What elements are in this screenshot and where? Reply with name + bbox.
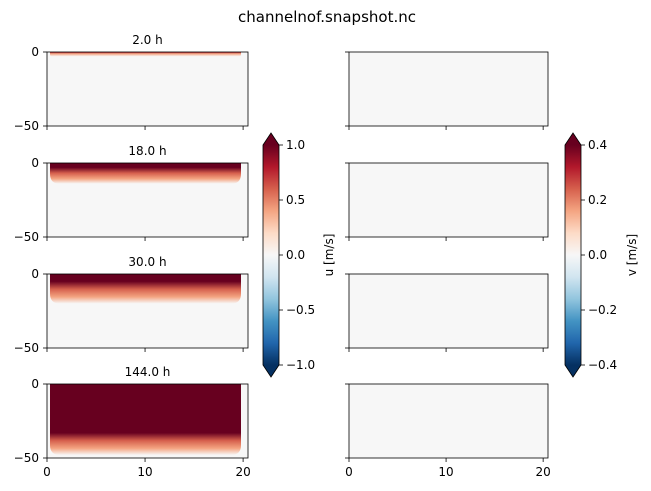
panel-title: 2.0 h (132, 33, 163, 47)
right-panel-2-frame (348, 273, 549, 349)
v-velocity-field (349, 163, 548, 237)
colorbar-tick-label: −0.2 (588, 303, 617, 317)
colorbar-v-gradient (565, 145, 581, 365)
colorbar-u-bottom-extend (263, 365, 279, 377)
y-tick-label: −50 (14, 451, 39, 465)
left-panel-3: 144.0 h 0 10 20 0 −50 (14, 365, 251, 479)
left-panel-1-frame (46, 162, 249, 238)
u-velocity-field (50, 52, 241, 57)
x-tick-label: 10 (438, 465, 453, 479)
colorbar-v-ticks: 0.4 0.2 0.0 −0.2 −0.4 (581, 138, 617, 372)
colorbar-tick-label: 0.4 (588, 138, 607, 152)
colorbar-tick-label: −1.0 (286, 358, 315, 372)
right-panel-2 (345, 273, 549, 352)
left-panel-3-frame (46, 383, 249, 459)
x-tick-label: 0 (43, 465, 51, 479)
left-panel-1: 18.0 h 0 −50 (14, 144, 249, 244)
y-tick-label: 0 (31, 45, 39, 59)
colorbar-v-top-extend (565, 133, 581, 145)
y-tick-label: −50 (14, 341, 39, 355)
colorbar-tick-label: 0.0 (286, 248, 305, 262)
panel-title: 30.0 h (128, 255, 166, 269)
colorbar-v: 0.4 0.2 0.0 −0.2 −0.4 v [m/s] (564, 132, 639, 378)
x-tick-label: 20 (235, 465, 250, 479)
y-tick-label: −50 (14, 230, 39, 244)
colorbar-tick-label: −0.4 (588, 358, 617, 372)
u-velocity-field (50, 163, 241, 184)
left-panel-0-frame (46, 51, 249, 127)
left-panel-0: 2.0 h 0 −50 (14, 33, 249, 133)
colorbar-v-bottom-extend (565, 365, 581, 377)
y-tick-label: −50 (14, 119, 39, 133)
colorbar-tick-label: 0.0 (588, 248, 607, 262)
x-tick-label: 20 (536, 465, 551, 479)
panel-background (47, 52, 248, 126)
x-tick-label: 10 (137, 465, 152, 479)
v-velocity-field (349, 384, 548, 458)
left-panel-2-frame (46, 273, 249, 349)
u-velocity-field (50, 384, 241, 456)
left-panel-2: 30.0 h 0 −50 (14, 255, 249, 355)
panel-title: 144.0 h (125, 365, 171, 379)
right-panel-0 (345, 51, 549, 130)
colorbar-tick-label: 1.0 (286, 138, 305, 152)
right-panel-3-frame (348, 383, 549, 459)
colorbar-tick-label: 0.5 (286, 193, 305, 207)
right-panel-1 (345, 162, 549, 241)
colorbar-tick-label: 0.2 (588, 193, 607, 207)
colorbar-v-label: v [m/s] (625, 234, 639, 276)
right-panel-3: 0 10 20 (345, 383, 551, 479)
u-velocity-field (50, 274, 241, 304)
colorbar-u-ticks: 1.0 0.5 0.0 −0.5 −1.0 (279, 138, 315, 372)
y-tick-label: 0 (31, 267, 39, 281)
right-panel-1-frame (348, 162, 549, 238)
v-velocity-field (349, 274, 548, 348)
colorbar-u-top-extend (263, 133, 279, 145)
right-panels: 0 10 20 (345, 51, 551, 479)
colorbar-u-gradient (263, 145, 279, 365)
colorbar-u-label: u [m/s] (322, 234, 336, 277)
panel-title: 18.0 h (128, 144, 166, 158)
colorbar-tick-label: −0.5 (286, 303, 315, 317)
right-panel-0-frame (348, 51, 549, 127)
colorbar-u: 1.0 0.5 0.0 −0.5 −1.0 u [m/s] (262, 132, 336, 378)
v-velocity-field (349, 52, 548, 126)
left-panels: 2.0 h 0 −50 18.0 h 0 −50 30.0 h 0 −50 144.0 h 0 10 2… (14, 33, 251, 479)
x-tick-label: 0 (345, 465, 353, 479)
y-tick-label: 0 (31, 377, 39, 391)
y-tick-label: 0 (31, 156, 39, 170)
figure-title: channelnof.snapshot.nc (238, 8, 416, 26)
